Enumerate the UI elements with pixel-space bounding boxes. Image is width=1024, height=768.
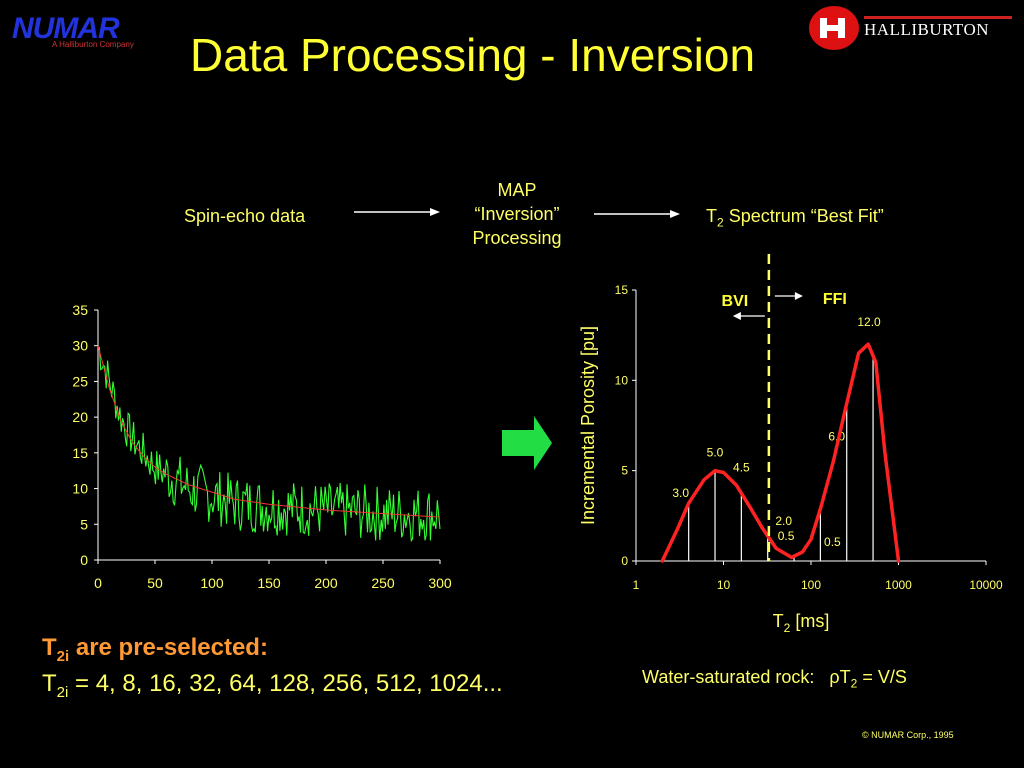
bin-label: 0.5 [778, 529, 795, 543]
water-saturated-note: Water-saturated rock: ρT2 = V/S [642, 667, 907, 691]
flow-process-line1: MAP [497, 180, 537, 200]
spectrum-curve [660, 342, 901, 563]
flow-process-line3: Processing [472, 228, 562, 248]
flow-output: T2 Spectrum “Best Fit” [706, 206, 884, 230]
copyright: © NUMAR Corp., 1995 [862, 730, 954, 740]
note-line1-sub: 2i [56, 647, 70, 665]
x-tick-label: 300 [428, 575, 452, 591]
water-rho: ρT [829, 667, 851, 687]
x-tick-label: 1 [633, 578, 640, 592]
y-tick-label: 25 [72, 373, 88, 389]
x-tick-label: 10 [717, 578, 731, 592]
flow-arrow-1 [354, 208, 440, 216]
halliburton-word: HALLIBURTON [864, 20, 990, 39]
x-tick-label: 250 [371, 575, 395, 591]
note-line2-rest: = 4, 8, 16, 32, 64, 128, 256, 512, 1024.… [68, 670, 503, 697]
note-line1-rest: are pre-selected: [69, 634, 268, 661]
numar-logo-subtitle: A Halliburton Company [52, 40, 134, 49]
spectrum-chart: 0 5 10 15 1 10 100 1000 10000 Incremental Porosit… [578, 254, 1003, 635]
bvi-label: BVI [722, 293, 749, 310]
green-arrow-icon [502, 416, 552, 470]
note-line1: T2i are pre-selected: [42, 634, 268, 665]
x-axis-label: T2 [ms] [773, 611, 830, 635]
flow-process: MAP “Inversion” Processing [450, 178, 584, 250]
echo-chart: 0 5 10 15 20 25 30 35 0 50 100 150 200 250 300 [72, 302, 452, 591]
y-tick-label: 35 [72, 302, 88, 318]
y-tick-label: 10 [615, 373, 629, 387]
note-line2-sub: 2i [56, 683, 69, 701]
water-eq: = V/S [857, 667, 907, 687]
series-echo-data [97, 345, 441, 543]
y-tick-label: 5 [621, 464, 628, 478]
ffi-arrow-head [794, 292, 803, 300]
y-tick-label: 5 [80, 516, 88, 532]
note-line2: T2i = 4, 8, 16, 32, 64, 128, 256, 512, 1… [42, 670, 503, 701]
x-tick-label: 1000 [885, 578, 912, 592]
y-axis-label: Incremental Porosity [pu] [578, 326, 598, 525]
x-axis-label-rest: [ms] [790, 611, 829, 631]
y-tick-label: 30 [72, 338, 88, 354]
flow-input: Spin-echo data [184, 206, 306, 226]
flow-arrow-2 [594, 210, 680, 218]
y-tick-label: 0 [621, 554, 628, 568]
y-tick-label: 15 [72, 445, 88, 461]
water-sub: 2 [850, 676, 858, 691]
halliburton-emblem-icon [809, 6, 859, 50]
x-axis-label-t: T [773, 611, 784, 631]
flow-output-rest: Spectrum “Best Fit” [723, 206, 884, 226]
bin-label: 5.0 [707, 446, 724, 460]
bvi-arrow-head [732, 312, 741, 320]
numar-logo-word: NUMAR [12, 12, 120, 45]
y-tick-label: 10 [72, 481, 88, 497]
flow-process-line2: “Inversion” [474, 204, 560, 224]
bin-label: 4.5 [733, 461, 750, 475]
note-line1-t: T [42, 634, 57, 661]
x-tick-label: 100 [200, 575, 224, 591]
bin-label: 3.0 [672, 486, 689, 500]
x-tick-label: 150 [257, 575, 281, 591]
x-axis-label-sub: 2 [784, 621, 791, 635]
halliburton-bar [864, 16, 1012, 19]
x-tick-label: 0 [94, 575, 102, 591]
bin-label: 0.5 [824, 535, 841, 549]
series-fit [97, 345, 441, 518]
y-tick-label: 15 [615, 283, 629, 297]
x-tick-label: 50 [147, 575, 163, 591]
numar-logo: NUMAR A Halliburton Company [12, 10, 152, 52]
water-label: Water-saturated rock: [642, 667, 815, 687]
flow-output-sub: 2 [717, 215, 724, 230]
y-tick-label: 0 [80, 552, 88, 568]
ffi-label: FFI [823, 291, 847, 308]
note-line2-t: T [42, 670, 57, 697]
x-tick-label: 10000 [969, 578, 1003, 592]
bin-label: 2.0 [775, 514, 792, 528]
page-title: Data Processing - Inversion [190, 29, 756, 81]
bin-label: 12.0 [857, 315, 881, 329]
halliburton-logo: HALLIBURTON [808, 2, 1018, 50]
x-tick-label: 200 [314, 575, 338, 591]
x-tick-label: 100 [801, 578, 821, 592]
flow-output-t: T [706, 206, 717, 226]
y-tick-label: 20 [72, 409, 88, 425]
